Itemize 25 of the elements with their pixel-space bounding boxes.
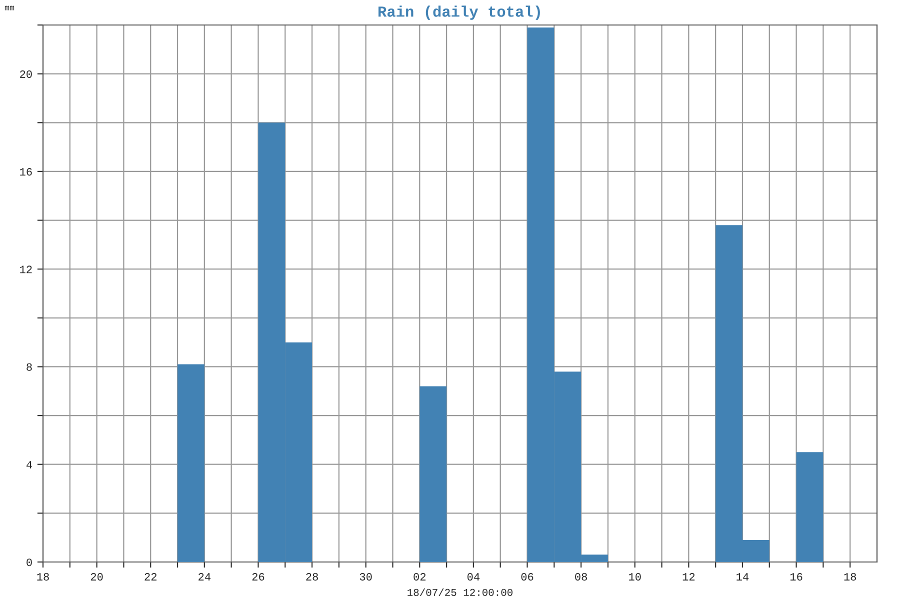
- x-tick-label: 02: [414, 573, 426, 581]
- y-tick-label: 16: [20, 168, 32, 176]
- y-tick-label: 4: [26, 461, 32, 468]
- x-tick-label: 14: [736, 573, 749, 580]
- y-tick-label: 8: [26, 363, 32, 371]
- x-tick-label: 16: [790, 573, 802, 581]
- x-tick-label: 06: [521, 573, 534, 581]
- x-tick-label: 28: [306, 573, 318, 581]
- y-axis-title: mm: [4, 6, 14, 10]
- x-tick-label: 10: [629, 573, 641, 581]
- x-tick-label: 20: [90, 573, 103, 581]
- x-tick-label: 08: [575, 573, 587, 581]
- x-tick-label: 22: [144, 573, 156, 580]
- y-tick-label: 20: [20, 70, 32, 78]
- x-tick-label: 18: [844, 573, 856, 581]
- x-tick-label: 30: [360, 573, 372, 581]
- x-tick-label: 18: [37, 573, 49, 581]
- x-tick-label: 24: [198, 573, 211, 580]
- x-tick-label: 04: [467, 573, 480, 581]
- x-tick-label: 12: [682, 573, 695, 580]
- chart-title: Rain (daily total): [378, 6, 540, 20]
- x-axis-title: 18/07/25 12:00:00: [408, 588, 512, 596]
- y-tick-label: 12: [20, 266, 32, 274]
- x-tick-label: 26: [252, 573, 264, 581]
- y-tick-label: 0: [26, 558, 32, 566]
